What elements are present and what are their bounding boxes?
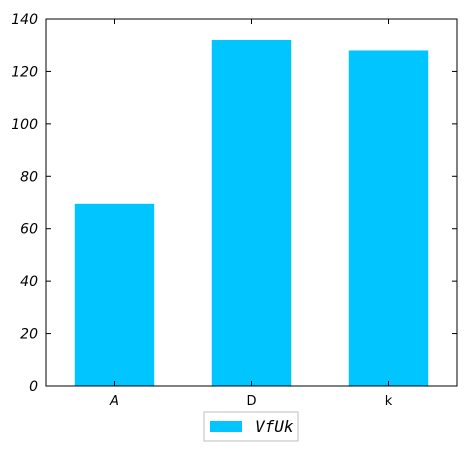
- legend: VfUk: [203, 411, 299, 442]
- bars-group: [74, 39, 429, 386]
- bar-D: [211, 39, 292, 386]
- y-tick-label: 120: [11, 64, 38, 80]
- y-tick-label: 80: [20, 169, 38, 185]
- y-tick-label: 100: [11, 117, 38, 133]
- y-tick-label: 0: [29, 379, 38, 395]
- y-tick-label: 20: [20, 327, 38, 343]
- y-axis: 0 20 40 60 80 100 120 140: [11, 12, 457, 395]
- x-tick-label: D: [246, 394, 256, 409]
- y-tick-label: 40: [20, 274, 38, 290]
- bar-k: [348, 50, 429, 386]
- y-tick-label: 140: [11, 12, 38, 28]
- x-tick-label: A: [109, 394, 119, 409]
- x-tick-label: k: [385, 394, 393, 409]
- legend-swatch: [210, 421, 242, 432]
- bar-A: [74, 203, 155, 386]
- y-tick-label: 60: [20, 222, 38, 238]
- plot-frame: [45, 18, 458, 387]
- legend-label: VfUk: [255, 417, 294, 436]
